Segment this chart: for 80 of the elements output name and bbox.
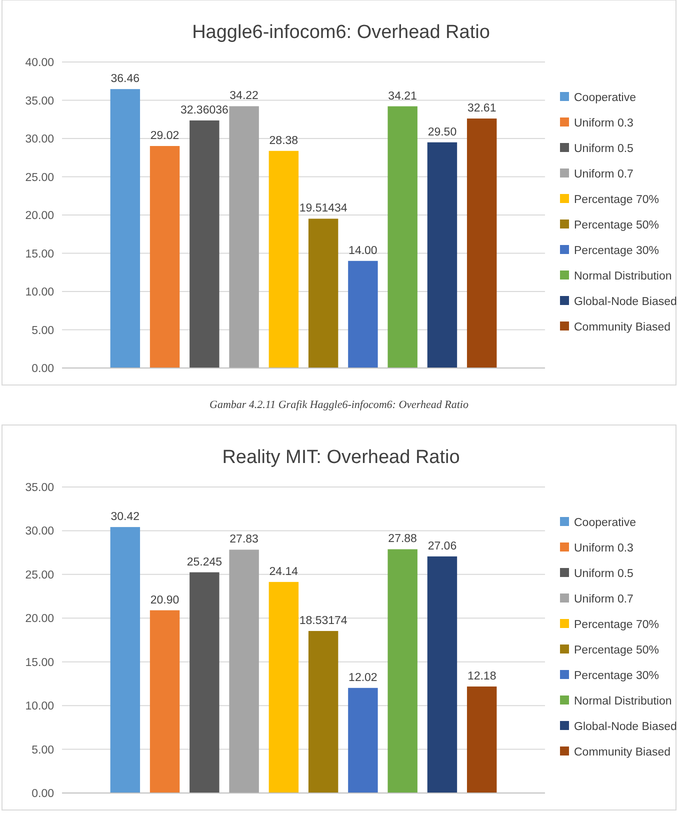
legend-label: Uniform 0.3 bbox=[574, 118, 634, 130]
bar bbox=[190, 120, 220, 368]
y-tick-label: 35.00 bbox=[25, 482, 54, 494]
legend-label: Percentage 70% bbox=[574, 619, 660, 631]
data-label: 12.02 bbox=[348, 672, 378, 684]
legend-label: Uniform 0.3 bbox=[574, 542, 634, 554]
y-tick-label: 0.00 bbox=[32, 363, 54, 375]
y-tick-label: 0.00 bbox=[32, 788, 54, 800]
data-label: 19.51434 bbox=[299, 202, 348, 215]
legend-label: Cooperative bbox=[574, 517, 636, 529]
bar bbox=[348, 688, 378, 793]
bar bbox=[150, 610, 180, 793]
bar bbox=[388, 549, 418, 793]
data-label: 27.06 bbox=[428, 540, 457, 552]
data-label: 34.21 bbox=[388, 90, 417, 102]
y-tick-label: 30.00 bbox=[25, 526, 54, 538]
bar bbox=[308, 218, 338, 368]
bar bbox=[466, 686, 497, 793]
data-label: 20.90 bbox=[150, 594, 180, 606]
data-label: 34.22 bbox=[230, 90, 258, 102]
legend-label: Percentage 50% bbox=[574, 644, 660, 656]
data-label: 24.14 bbox=[269, 566, 299, 578]
data-label: 28.38 bbox=[269, 134, 298, 147]
bar bbox=[110, 527, 140, 793]
legend-label: Percentage 30% bbox=[574, 245, 660, 257]
y-tick-label: 15.00 bbox=[25, 248, 54, 260]
legend-label: Uniform 0.5 bbox=[574, 568, 634, 580]
legend-label: Uniform 0.5 bbox=[574, 143, 634, 155]
bar bbox=[466, 118, 497, 368]
data-label: 36.46 bbox=[110, 73, 140, 86]
data-label: 32.61 bbox=[467, 102, 496, 115]
data-label: 30.42 bbox=[110, 511, 140, 524]
bar bbox=[268, 582, 299, 793]
chart-title: Reality MIT: Overhead Ratio bbox=[222, 447, 460, 468]
y-tick-label: 10.00 bbox=[25, 286, 54, 298]
data-label: 18.53174 bbox=[299, 614, 348, 627]
legend-label: Uniform 0.7 bbox=[574, 168, 634, 180]
bar bbox=[110, 89, 140, 368]
legend-label: Normal Distribution bbox=[574, 270, 672, 282]
bar bbox=[388, 106, 418, 368]
y-tick-label: 25.00 bbox=[25, 172, 54, 184]
data-label: 29.02 bbox=[150, 130, 180, 142]
bar bbox=[190, 572, 220, 793]
data-label: 25.245 bbox=[186, 556, 222, 568]
legend-label: Percentage 70% bbox=[574, 194, 660, 206]
legend-label: Percentage 30% bbox=[574, 670, 660, 682]
data-label: 14.00 bbox=[348, 244, 378, 257]
legend-label: Global-Node Biased bbox=[574, 721, 677, 733]
y-tick-label: 10.00 bbox=[25, 700, 54, 713]
y-tick-label: 35.00 bbox=[25, 95, 54, 108]
y-tick-label: 5.00 bbox=[32, 744, 54, 756]
y-tick-label: 15.00 bbox=[25, 656, 54, 669]
y-tick-label: 5.00 bbox=[32, 324, 54, 337]
legend-label: Cooperative bbox=[574, 92, 636, 104]
y-tick-label: 20.00 bbox=[25, 210, 54, 222]
bar bbox=[427, 556, 458, 793]
legend-label: Normal Distribution bbox=[574, 696, 672, 708]
bar bbox=[229, 106, 259, 368]
legend-label: Community Biased bbox=[574, 746, 671, 758]
chart-title: Haggle6-infocom6: Overhead Ratio bbox=[192, 22, 490, 43]
bar bbox=[150, 146, 180, 368]
bar bbox=[268, 150, 299, 368]
bar bbox=[308, 630, 338, 793]
data-label: 32.36036 bbox=[180, 104, 228, 116]
y-tick-label: 30.00 bbox=[25, 134, 54, 146]
legend-label: Community Biased bbox=[574, 322, 671, 334]
data-label: 27.83 bbox=[230, 534, 258, 546]
y-tick-label: 25.00 bbox=[25, 569, 54, 582]
text: Gambar 4.2.11 Grafik Haggle6-infocom6: Overhead Ratio bbox=[210, 399, 469, 411]
y-tick-label: 40.00 bbox=[25, 57, 54, 69]
bar bbox=[348, 260, 378, 368]
bar bbox=[427, 142, 458, 368]
data-label: 29.50 bbox=[428, 126, 457, 138]
bar bbox=[229, 550, 259, 793]
data-label: 12.18 bbox=[467, 670, 496, 683]
legend-label: Percentage 50% bbox=[574, 220, 660, 232]
y-tick-label: 20.00 bbox=[25, 613, 54, 626]
legend-label: Uniform 0.7 bbox=[574, 594, 634, 606]
data-label: 27.88 bbox=[388, 533, 417, 546]
legend-label: Global-Node Biased bbox=[574, 296, 677, 308]
